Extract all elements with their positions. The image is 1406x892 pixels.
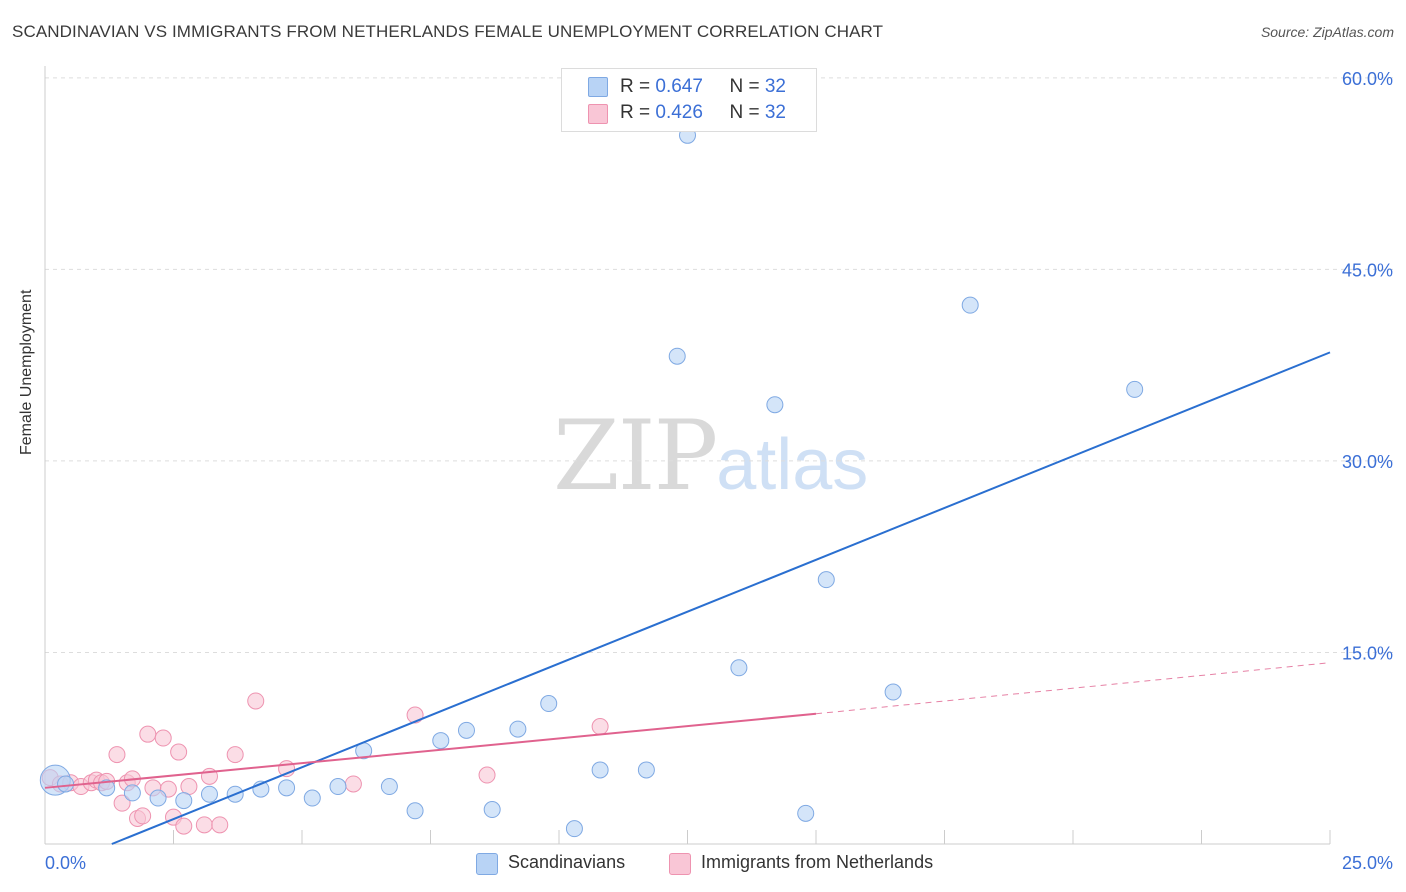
scandinavian-point (303, 789, 321, 807)
scandinavian-point (565, 820, 583, 838)
scandinavian-point (884, 683, 902, 701)
scandinavian-point (278, 779, 296, 797)
y-tick-label: 45.0% (1342, 260, 1393, 280)
scandinavian-point (637, 761, 655, 779)
netherlands-point (211, 816, 229, 834)
scandinavian-point (406, 802, 424, 820)
scandinavian-point (1126, 380, 1144, 398)
netherlands-point (226, 746, 244, 764)
watermark-zip: ZIP (553, 400, 718, 512)
netherlands-point (175, 817, 193, 835)
scandinavian-point (57, 775, 75, 793)
y-tick-label: 30.0% (1342, 452, 1393, 472)
scandinavian-point (483, 801, 501, 819)
zipatlas-watermark: ZIPatlas (553, 400, 868, 512)
x-tick-label: 25.0% (1342, 853, 1393, 873)
scandinavian-point (766, 396, 784, 414)
bottom-legend-swatch-netherlands (669, 853, 691, 875)
scandinavian-point (509, 720, 527, 738)
scandinavian-point (730, 659, 748, 677)
scandinavian-point (380, 778, 398, 796)
scandinavian-point (591, 761, 609, 779)
netherlands-point (170, 743, 188, 761)
scandinavian-point (797, 804, 815, 822)
scandinavian-point (540, 695, 558, 713)
y-tick-label: 15.0% (1342, 643, 1393, 663)
legend-swatch-pink (588, 104, 608, 124)
netherlands-point (154, 729, 172, 747)
netherlands-trendline-extension (815, 662, 1331, 715)
scandinavian-point (149, 789, 167, 807)
scandinavian-point (817, 571, 835, 589)
legend-r-label: R = (620, 76, 656, 97)
netherlands-point (113, 794, 131, 812)
scandinavian-trendline (111, 351, 1331, 845)
watermark-atlas: atlas (716, 425, 869, 505)
y-axis-label: Female Unemployment (18, 289, 35, 455)
y-tick-label: 60.0% (1342, 69, 1393, 89)
scandinavian-point (200, 785, 218, 803)
netherlands-point (108, 746, 126, 764)
source-credit: Source: ZipAtlas.com (1260, 24, 1394, 40)
x-tick-label: 0.0% (45, 853, 86, 873)
netherlands-point (344, 775, 362, 793)
scandinavian-point (457, 721, 475, 739)
bottom-legend-scandinavians: Scandinavians (508, 852, 626, 872)
legend-n-value: 32 (764, 76, 786, 97)
scandinavian-point (432, 732, 450, 750)
netherlands-point (247, 692, 265, 710)
bottom-legend-swatch-scandinavians (476, 853, 498, 875)
legend-row-netherlands: R = 0.426 N = 32 (620, 102, 786, 124)
netherlands-point (591, 718, 609, 736)
netherlands-trendline (44, 712, 817, 789)
legend-r-value: 0.647 (655, 76, 703, 97)
scandinavian-point (668, 347, 686, 365)
netherlands-point (139, 725, 157, 743)
legend-n-label: N = (729, 102, 765, 123)
legend-swatch-blue (588, 77, 608, 97)
scandinavian-point (123, 784, 141, 802)
scandinavian-point (98, 779, 116, 797)
legend-r-label: R = (620, 102, 656, 123)
legend-row-scandinavians: R = 0.647 N = 32 (620, 76, 786, 98)
scandinavian-point (961, 296, 979, 314)
netherlands-point (134, 807, 152, 825)
legend-r-value: 0.426 (655, 102, 703, 123)
legend-n-label: N = (729, 76, 765, 97)
legend-n-value: 32 (764, 102, 786, 123)
netherlands-point (195, 816, 213, 834)
correlation-legend: R = 0.647 N = 32 R = 0.426 N = 32 (561, 68, 817, 132)
scandinavian-point (175, 792, 193, 810)
bottom-legend-netherlands: Immigrants from Netherlands (701, 852, 934, 872)
netherlands-point (478, 766, 496, 784)
scandinavian-point (329, 778, 347, 796)
chart-title: SCANDINAVIAN VS IMMIGRANTS FROM NETHERLA… (12, 22, 884, 41)
